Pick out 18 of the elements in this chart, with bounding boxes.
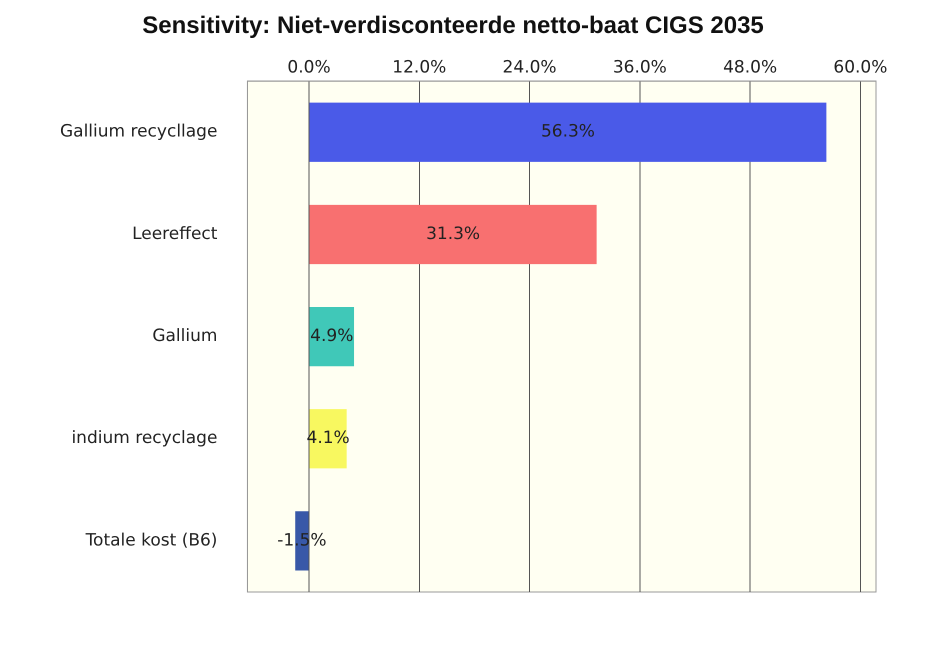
y-tick-label: Totale kost (B6) <box>84 530 218 550</box>
data-label: 31.3% <box>426 224 480 244</box>
x-tick-label: 60.0% <box>833 57 888 78</box>
y-tick-label: Gallium <box>152 326 218 346</box>
y-tick-label: Leereffect <box>132 224 218 244</box>
bar <box>310 306 354 366</box>
x-tick-label: 48.0% <box>723 57 778 78</box>
bar <box>310 102 826 162</box>
x-tick-label: 24.0% <box>502 57 557 78</box>
data-label: 4.9% <box>310 326 354 346</box>
x-tick-label: 12.0% <box>392 57 446 78</box>
x-tick-label: 36.0% <box>612 57 667 78</box>
data-label: 56.3% <box>540 122 595 142</box>
bar <box>310 204 597 264</box>
y-tick-label: Gallium recycllage <box>60 122 218 142</box>
chart-title: Sensitivity: Niet-verdisconteerde netto-baat CIGS 2035 <box>142 12 764 40</box>
x-tick-label: 0.0% <box>287 57 331 78</box>
y-tick-label: indium recyclage <box>71 428 218 448</box>
